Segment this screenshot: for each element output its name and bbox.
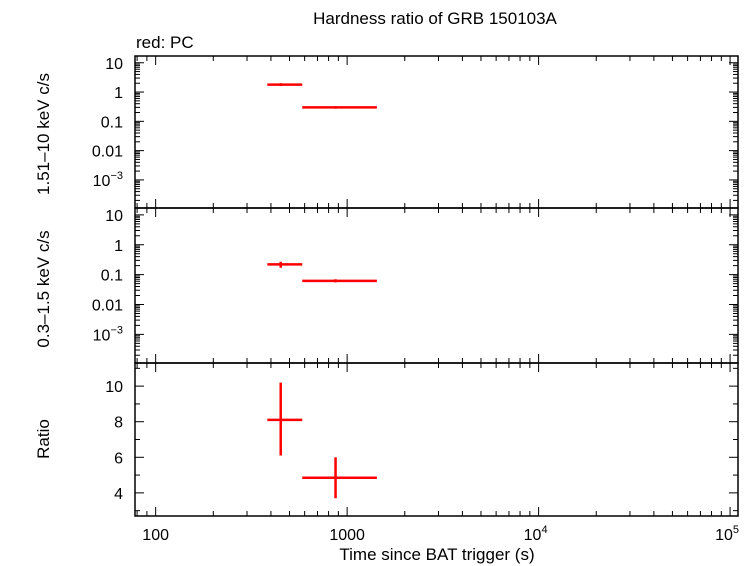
panel-hard: 10 1 0.1 0.01 10−3	[92, 55, 739, 209]
y-tick-label: 1	[114, 85, 123, 102]
panel-frame	[134, 207, 739, 364]
y-tick-label: 10−3	[93, 324, 123, 344]
x-tick-label: 100	[142, 527, 169, 544]
y-tick-label: 8	[114, 415, 123, 432]
x-tick-label: 1000	[329, 527, 365, 544]
panel-soft: 10 1 0.1 0.01 10−3	[92, 207, 739, 364]
y-tick-label: 10−3	[93, 170, 123, 190]
x-axis-title: Time since BAT trigger (s)	[339, 545, 534, 564]
y-tick-label: 10	[105, 56, 123, 73]
y-tick-label: 0.01	[92, 297, 123, 314]
y-tick-label: 10	[105, 208, 123, 225]
panel-frame	[134, 55, 739, 209]
panel-frame	[134, 362, 739, 517]
y-axis-title-ratio: Ratio	[34, 419, 53, 459]
y-axis-title-soft: 0.3–1.5 keV c/s	[34, 230, 53, 347]
panel-ratio: 4 6 8 10	[105, 362, 739, 517]
y-tick-label: 0.1	[101, 114, 123, 131]
y-tick-label: 6	[114, 450, 123, 467]
y-tick-label: 1	[114, 238, 123, 255]
y-tick-label: 0.01	[92, 144, 123, 161]
y-tick-label: 4	[114, 486, 123, 503]
x-tick-label: 105	[715, 524, 739, 544]
chart-title: Hardness ratio of GRB 150103A	[313, 9, 557, 28]
legend-label: red: PC	[136, 33, 194, 52]
y-axis-title-hard: 1.51–10 keV c/s	[34, 73, 53, 195]
y-tick-label: 10	[105, 379, 123, 396]
x-tick-label: 104	[524, 524, 548, 544]
y-tick-label: 0.1	[101, 268, 123, 285]
